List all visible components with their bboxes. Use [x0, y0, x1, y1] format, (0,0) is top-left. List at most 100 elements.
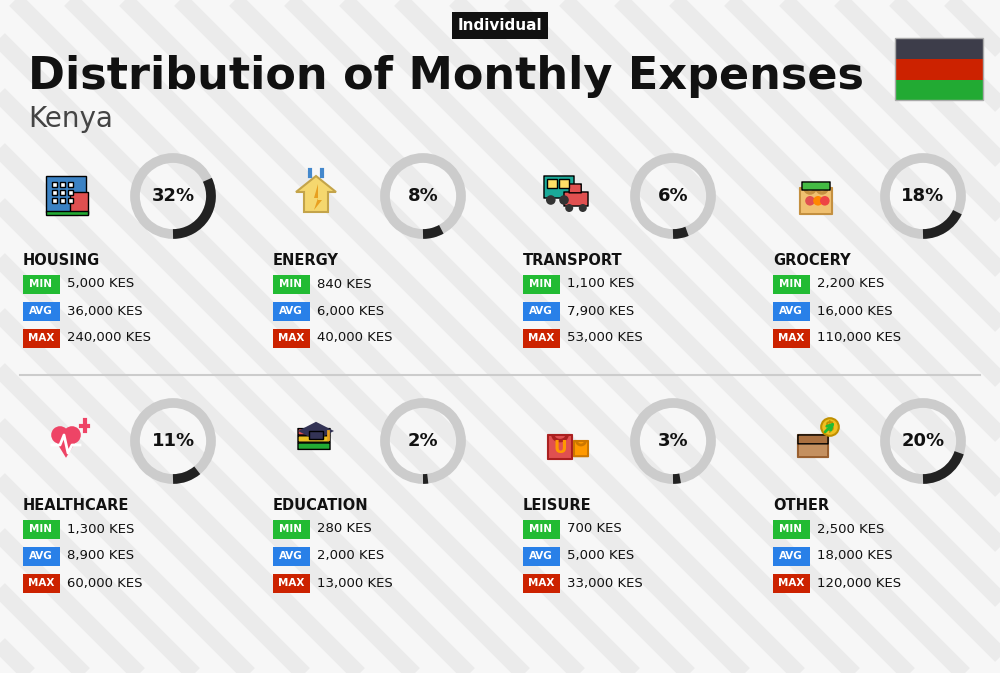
Text: MIN: MIN — [30, 279, 52, 289]
Text: OTHER: OTHER — [773, 498, 829, 513]
Circle shape — [565, 204, 573, 212]
FancyBboxPatch shape — [68, 182, 73, 187]
FancyBboxPatch shape — [522, 328, 560, 347]
Text: Individual: Individual — [458, 18, 542, 33]
FancyBboxPatch shape — [272, 328, 310, 347]
Text: MIN: MIN — [530, 524, 552, 534]
FancyBboxPatch shape — [548, 435, 572, 459]
FancyBboxPatch shape — [895, 38, 983, 59]
FancyBboxPatch shape — [272, 573, 310, 592]
Text: 2,500 KES: 2,500 KES — [817, 522, 884, 536]
Text: 3%: 3% — [658, 432, 688, 450]
FancyBboxPatch shape — [559, 179, 569, 188]
Text: 16,000 KES: 16,000 KES — [817, 304, 893, 318]
FancyBboxPatch shape — [522, 275, 560, 293]
FancyBboxPatch shape — [68, 198, 73, 203]
FancyBboxPatch shape — [772, 275, 810, 293]
Text: 8%: 8% — [408, 187, 438, 205]
Text: 5,000 KES: 5,000 KES — [67, 277, 134, 291]
FancyBboxPatch shape — [68, 190, 73, 194]
FancyBboxPatch shape — [772, 520, 810, 538]
Text: 8,900 KES: 8,900 KES — [67, 549, 134, 563]
Text: Kenya: Kenya — [28, 105, 113, 133]
FancyBboxPatch shape — [298, 429, 330, 435]
Text: MIN: MIN — [780, 524, 802, 534]
Text: Distribution of Monthly Expenses: Distribution of Monthly Expenses — [28, 55, 864, 98]
FancyBboxPatch shape — [522, 520, 560, 538]
Text: 18,000 KES: 18,000 KES — [817, 549, 893, 563]
FancyBboxPatch shape — [46, 176, 86, 212]
Text: LEISURE: LEISURE — [523, 498, 592, 513]
Text: ENERGY: ENERGY — [273, 253, 339, 268]
FancyBboxPatch shape — [22, 573, 60, 592]
Text: MAX: MAX — [528, 578, 554, 588]
Polygon shape — [296, 176, 336, 212]
Polygon shape — [298, 422, 334, 440]
Text: 120,000 KES: 120,000 KES — [817, 577, 901, 590]
Text: MAX: MAX — [778, 333, 804, 343]
Text: MAX: MAX — [528, 333, 554, 343]
Text: 6,000 KES: 6,000 KES — [317, 304, 384, 318]
FancyBboxPatch shape — [798, 435, 828, 457]
Text: AVG: AVG — [279, 551, 303, 561]
FancyBboxPatch shape — [800, 188, 832, 214]
FancyBboxPatch shape — [564, 192, 588, 206]
FancyBboxPatch shape — [298, 436, 330, 442]
Text: 36,000 KES: 36,000 KES — [67, 304, 143, 318]
FancyBboxPatch shape — [772, 302, 810, 320]
Text: AVG: AVG — [279, 306, 303, 316]
FancyBboxPatch shape — [22, 302, 60, 320]
FancyBboxPatch shape — [522, 546, 560, 565]
Text: EDUCATION: EDUCATION — [273, 498, 369, 513]
Text: U: U — [553, 439, 567, 457]
FancyBboxPatch shape — [22, 520, 60, 538]
Circle shape — [559, 195, 569, 205]
Text: 40,000 KES: 40,000 KES — [317, 332, 392, 345]
Text: 13,000 KES: 13,000 KES — [317, 577, 393, 590]
Text: 2,200 KES: 2,200 KES — [817, 277, 884, 291]
Text: MAX: MAX — [28, 333, 54, 343]
Circle shape — [51, 426, 69, 444]
Text: MIN: MIN — [30, 524, 52, 534]
FancyBboxPatch shape — [52, 198, 57, 203]
Text: AVG: AVG — [29, 306, 53, 316]
FancyBboxPatch shape — [60, 198, 65, 203]
FancyBboxPatch shape — [272, 520, 310, 538]
FancyBboxPatch shape — [52, 190, 57, 194]
Text: 1,100 KES: 1,100 KES — [567, 277, 634, 291]
FancyBboxPatch shape — [772, 573, 810, 592]
Circle shape — [805, 196, 815, 205]
Text: 2,000 KES: 2,000 KES — [317, 549, 384, 563]
Text: MAX: MAX — [778, 578, 804, 588]
Text: MIN: MIN — [530, 279, 552, 289]
Text: 33,000 KES: 33,000 KES — [567, 577, 643, 590]
Text: AVG: AVG — [529, 306, 553, 316]
Text: 240,000 KES: 240,000 KES — [67, 332, 151, 345]
FancyBboxPatch shape — [52, 182, 57, 187]
Text: HEALTHCARE: HEALTHCARE — [23, 498, 129, 513]
FancyBboxPatch shape — [298, 443, 330, 450]
Text: MAX: MAX — [278, 578, 304, 588]
FancyBboxPatch shape — [60, 182, 65, 187]
Text: 11%: 11% — [151, 432, 195, 450]
Circle shape — [63, 426, 81, 444]
Text: MAX: MAX — [28, 578, 54, 588]
FancyBboxPatch shape — [70, 192, 88, 214]
FancyBboxPatch shape — [772, 328, 810, 347]
Circle shape — [813, 196, 823, 205]
Text: 5,000 KES: 5,000 KES — [567, 549, 634, 563]
Text: $: $ — [825, 420, 835, 434]
Text: TRANSPORT: TRANSPORT — [523, 253, 623, 268]
FancyBboxPatch shape — [272, 275, 310, 293]
FancyBboxPatch shape — [22, 328, 60, 347]
Text: 1,300 KES: 1,300 KES — [67, 522, 134, 536]
Text: AVG: AVG — [529, 551, 553, 561]
Circle shape — [821, 418, 839, 436]
Text: MIN: MIN — [780, 279, 802, 289]
FancyBboxPatch shape — [309, 431, 323, 439]
Text: 18%: 18% — [901, 187, 945, 205]
Text: MIN: MIN — [280, 279, 302, 289]
FancyBboxPatch shape — [574, 441, 588, 456]
Polygon shape — [314, 184, 322, 210]
Text: 110,000 KES: 110,000 KES — [817, 332, 901, 345]
